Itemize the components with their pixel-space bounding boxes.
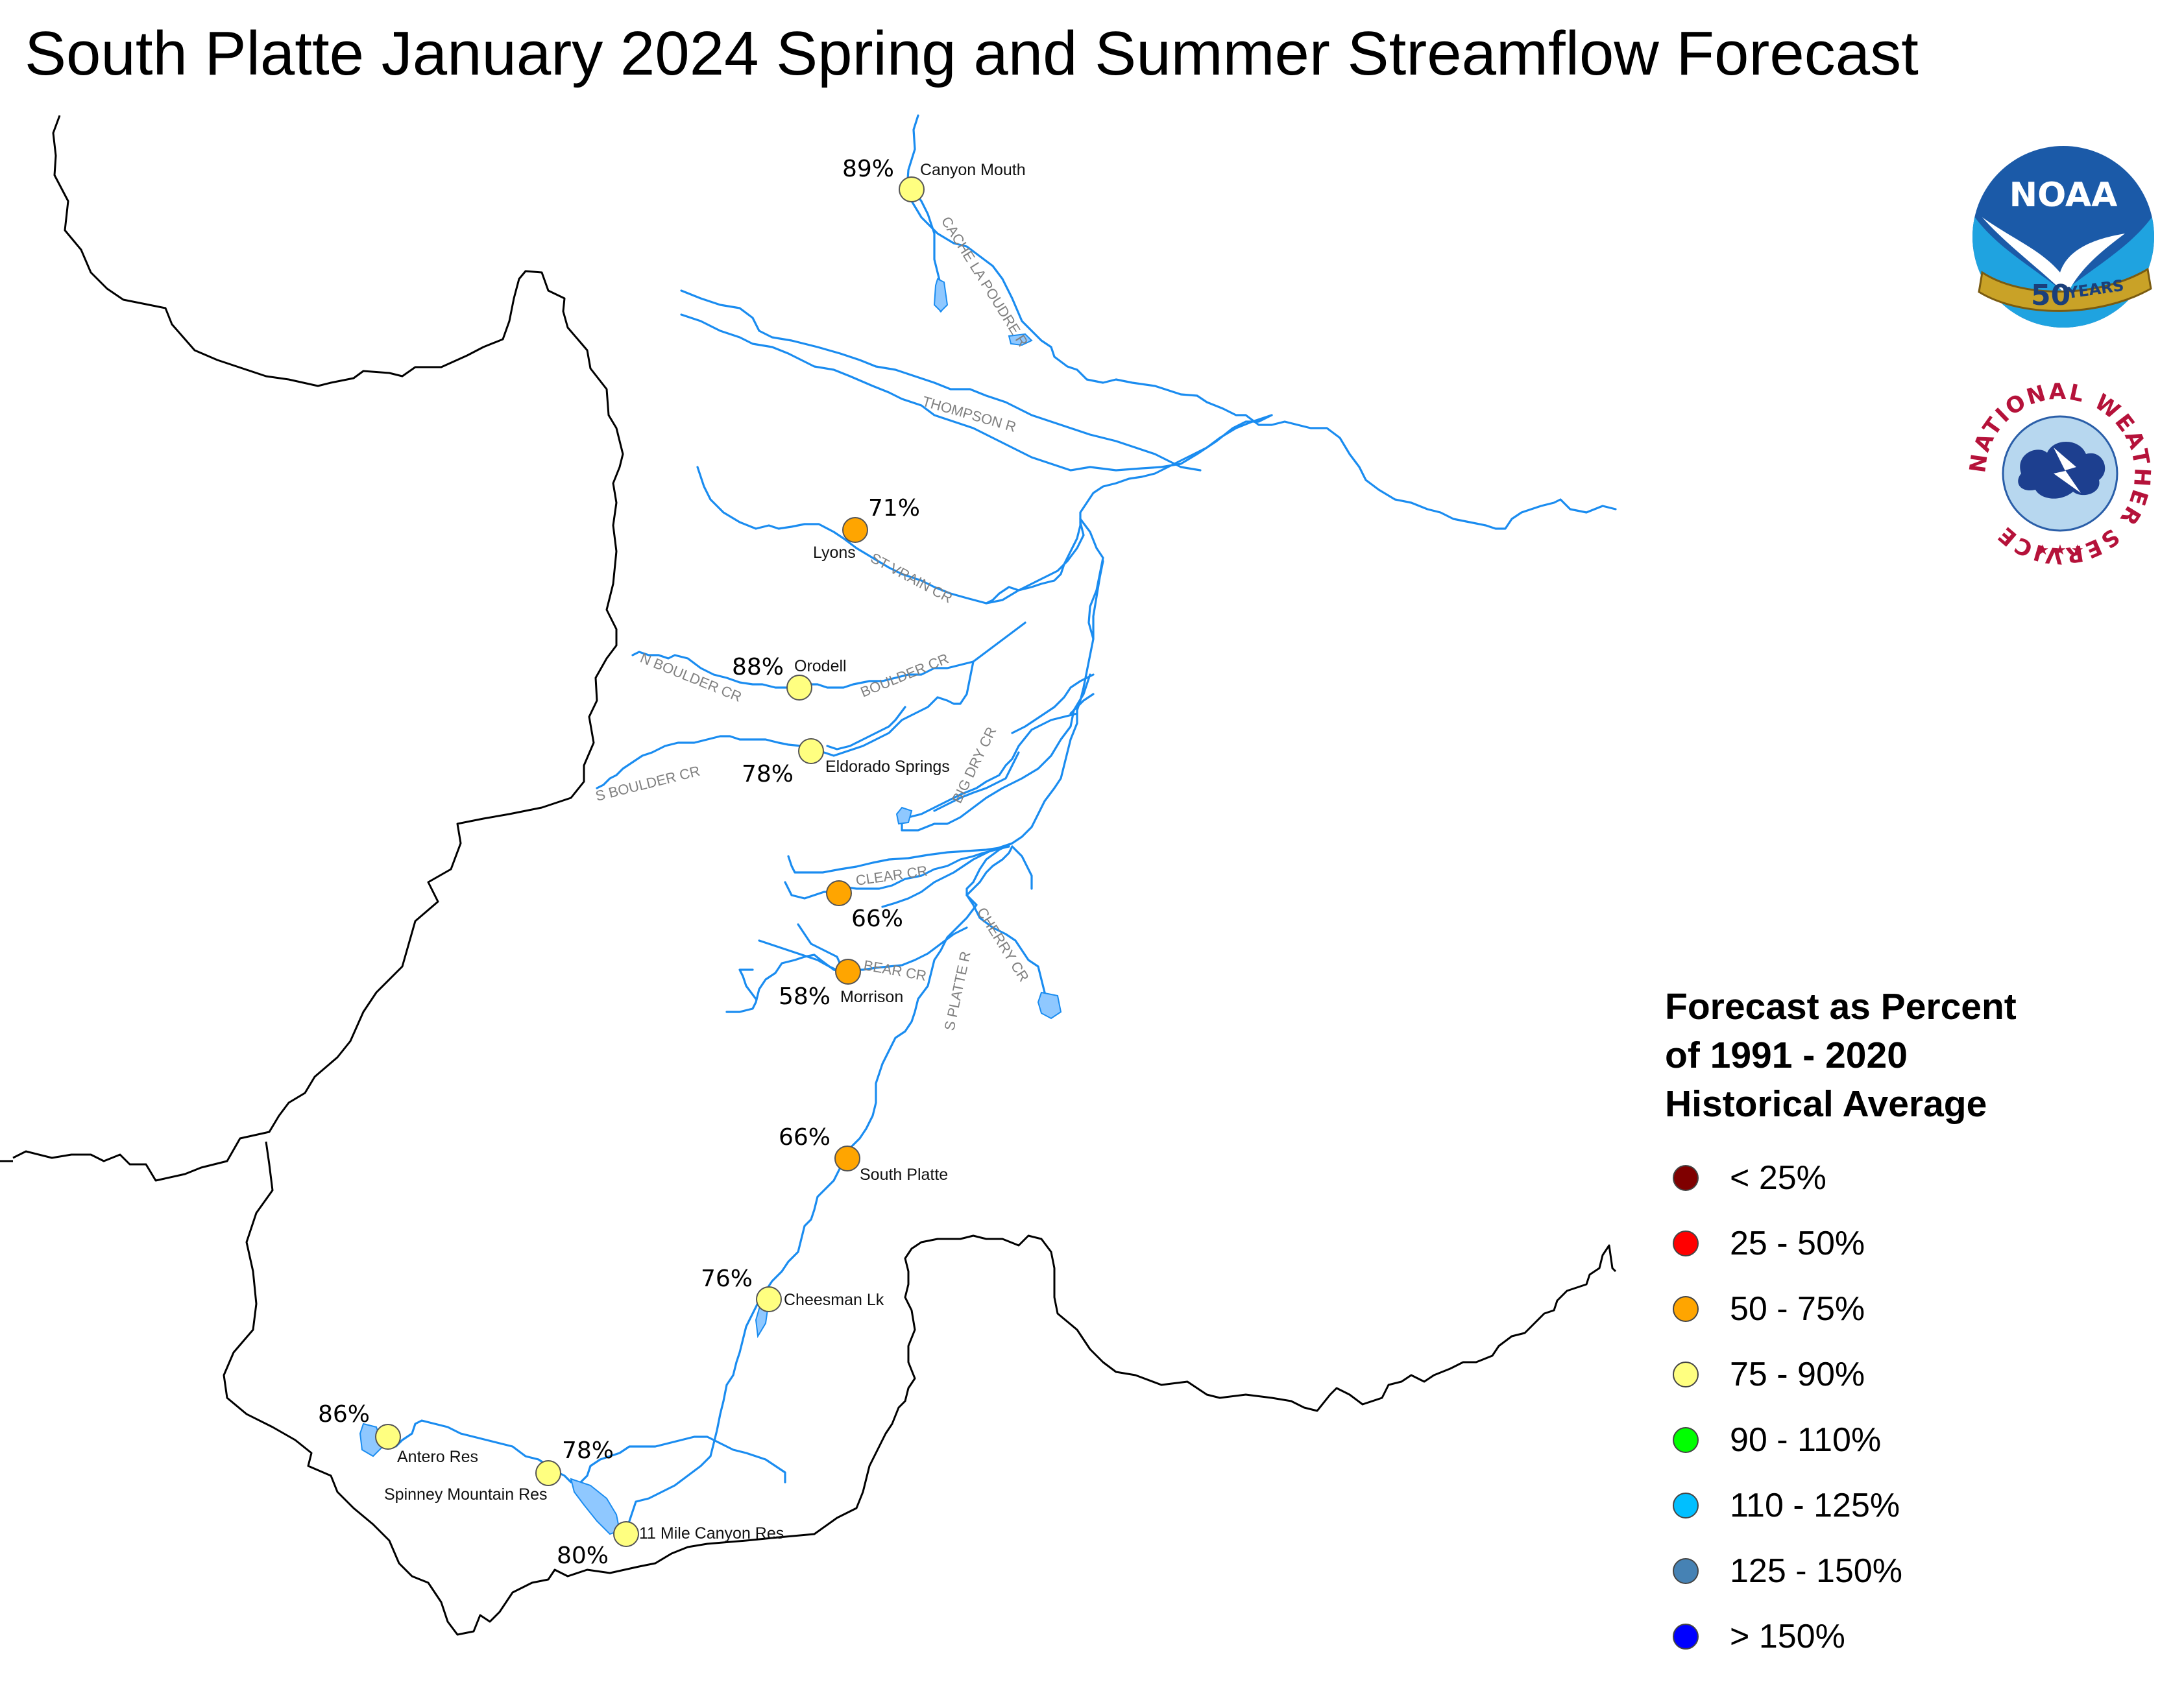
forecast-sites: Canyon Mouth 89% Lyons 71% Orodell 88% E… [318,156,1026,1569]
site-marker[interactable] [535,1460,561,1486]
site-percent: 71% [868,495,920,522]
legend-swatch [1673,1230,1699,1256]
river-label-bear: BEAR CR [862,957,928,984]
lake [1037,991,1062,1020]
legend-title-line: Historical Average [1665,1083,1987,1125]
site-orodell[interactable]: Orodell 88% [732,654,847,701]
river-label-cherry: CHERRY CR [974,904,1032,984]
site-percent: 86% [318,1401,370,1428]
legend-label: 125 - 150% [1730,1552,1902,1590]
site-percent: 66% [851,906,903,932]
legend-item: 125 - 150% [1665,1538,2017,1603]
site-marker[interactable] [786,675,812,701]
legend: Forecast as Percent of 1991 - 2020 Histo… [1665,983,2017,1669]
river-label-s-boulder: S BOULDER CR [594,763,701,804]
river-label-cache-la-poudre: CACHE LA POUDRE R [938,213,1032,349]
site-spinney-mountain-res[interactable]: Spinney Mountain Res 78% [384,1437,614,1504]
lake [1008,333,1033,346]
site-marker[interactable] [798,738,824,764]
site-marker[interactable] [842,517,868,543]
site-percent: 78% [742,761,794,787]
site-percent: 58% [779,983,831,1010]
site-name: Cheesman Lk [784,1291,884,1309]
site-marker[interactable] [826,880,852,906]
legend-swatch [1673,1361,1699,1387]
site-name: Morrison [840,988,903,1006]
site-antero-res[interactable]: Antero Res 86% [318,1401,478,1466]
legend-swatch [1673,1623,1699,1650]
site-percent: 76% [701,1266,753,1292]
site-name: 11 Mile Canyon Res [639,1524,784,1543]
site-clear-creek[interactable]: 66% [826,880,903,932]
legend-title-line: Forecast as Percent [1665,986,2017,1027]
noaa-wordmark: NOAA [2009,176,2118,215]
lake [933,278,949,313]
legend-item: 50 - 75% [1665,1276,2017,1341]
legend-title-line: of 1991 - 2020 [1665,1035,1908,1076]
site-marker[interactable] [835,959,861,985]
site-eldorado-springs[interactable]: Eldorado Springs 78% [742,738,950,787]
basin-boundary [0,115,624,1182]
legend-label: < 25% [1730,1159,1826,1197]
legend-label: > 150% [1730,1617,1845,1655]
legend-label: 25 - 50% [1730,1224,1865,1262]
site-lyons[interactable]: Lyons 71% [813,495,920,562]
site-percent: 89% [842,156,894,182]
basin-boundary-south [223,1141,1617,1636]
legend-swatch [1673,1426,1699,1453]
legend-label: 75 - 90% [1730,1355,1865,1393]
site-name: South Platte [860,1166,948,1184]
legend-item: 25 - 50% [1665,1210,2017,1276]
legend-title: Forecast as Percent of 1991 - 2020 Histo… [1665,983,2017,1129]
site-morrison[interactable]: Morrison 58% [779,959,903,1010]
noaa-anniversary-number: 50 [2031,279,2070,312]
legend-item: 110 - 125% [1665,1472,2017,1538]
river-label-st-vrain: ST VRAIN CR [868,549,955,606]
legend-item: 75 - 90% [1665,1341,2017,1407]
site-name: Spinney Mountain Res [384,1485,548,1504]
legend-item: 90 - 110% [1665,1407,2017,1472]
site-percent: 78% [562,1437,614,1464]
legend-swatch [1673,1164,1699,1191]
lake [895,806,913,825]
river-labels: CACHE LA POUDRE R THOMPSON R ST VRAIN CR… [594,213,1032,1032]
legend-items: < 25% 25 - 50% 50 - 75% 75 - 90% 90 - 11… [1665,1145,2017,1669]
site-marker[interactable] [756,1286,782,1312]
river-label-s-platte: S PLATTE R [941,950,973,1032]
site-south-platte[interactable]: South Platte 66% [779,1124,948,1184]
site-marker[interactable] [613,1521,639,1547]
river-label-thompson: THOMPSON R [921,393,1018,435]
site-marker[interactable] [834,1146,860,1171]
site-name: Lyons [813,544,856,562]
legend-label: 50 - 75% [1730,1290,1865,1328]
site-canyon-mouth[interactable]: Canyon Mouth 89% [842,156,1026,202]
legend-item: < 25% [1665,1145,2017,1210]
river-network [382,114,1617,1539]
site-name: Orodell [794,657,847,675]
legend-swatch [1673,1295,1699,1322]
site-percent: 88% [732,654,784,680]
nws-logo: NATIONAL WEATHER SERVICE ★ ★ ★ [1965,379,2154,569]
site-name: Canyon Mouth [920,161,1026,179]
site-percent: 66% [779,1124,831,1151]
legend-swatch [1673,1492,1699,1519]
svg-text:★ ★ ★: ★ ★ ★ [2036,542,2083,558]
site-cheesman-lk[interactable]: Cheesman Lk 76% [701,1266,884,1312]
legend-label: 110 - 125% [1730,1486,1900,1524]
legend-label: 90 - 110% [1730,1421,1882,1459]
site-name: Eldorado Springs [825,758,950,776]
legend-item: > 150% [1665,1603,2017,1669]
legend-swatch [1673,1557,1699,1584]
river-label-boulder: BOULDER CR [858,650,951,700]
site-percent: 80% [557,1543,609,1569]
site-marker[interactable] [899,176,925,202]
page-title: South Platte January 2024 Spring and Sum… [25,19,1919,88]
site-marker[interactable] [375,1424,401,1450]
noaa-logo: NOAA 50 YEARS [1972,146,2154,328]
site-11-mile-canyon-res[interactable]: 11 Mile Canyon Res 80% [557,1521,784,1569]
lake [570,1478,621,1535]
site-name: Antero Res [397,1448,478,1466]
lakes [359,278,1062,1535]
